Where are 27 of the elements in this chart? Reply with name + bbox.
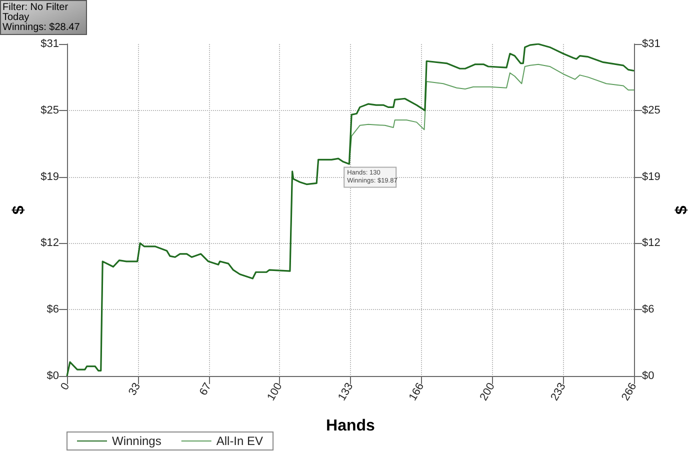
x-tick-label: 233: [548, 381, 568, 403]
x-tick-label: 0: [58, 381, 72, 392]
x-axis-title: Hands: [326, 418, 376, 434]
y-tick-label: $0: [46, 370, 59, 382]
y2-tick-label: $6: [642, 304, 654, 316]
y2-tick-label: $0: [642, 370, 654, 382]
y-tick-label: $25: [40, 104, 59, 116]
y-axis-title: $: [10, 205, 28, 214]
x-tick-label: 33: [126, 381, 144, 398]
x-tick-label: 266: [620, 381, 640, 403]
x-tick-label: 166: [407, 381, 427, 403]
y2-tick-label: $12: [642, 237, 660, 250]
x-tick-label: 67: [197, 381, 214, 398]
x-tick-label: 200: [478, 381, 498, 403]
y-tick-label: $6: [46, 304, 59, 316]
y2-tick-label: $31: [642, 38, 660, 50]
text: Filter: No Filter Today Winnings: $28.47: [2, 2, 80, 33]
y2-tick-label: $25: [642, 104, 660, 116]
y2-axis-title: $: [674, 205, 690, 214]
legend-label: All-In EV: [216, 434, 264, 448]
x-tick-label: 100: [265, 381, 285, 403]
legend-label: Winnings: [112, 434, 162, 448]
y2-tick-label: $19: [642, 170, 660, 183]
x-tick-label: 133: [336, 381, 356, 403]
y-tick-label: $19: [40, 170, 59, 183]
y-tick-label: $12: [40, 237, 59, 250]
y-tick-label: $31: [40, 38, 59, 50]
